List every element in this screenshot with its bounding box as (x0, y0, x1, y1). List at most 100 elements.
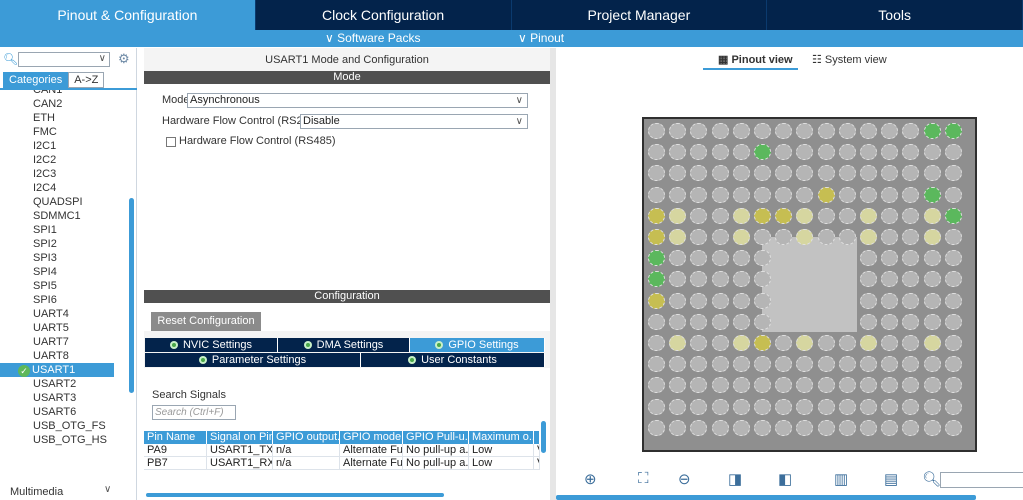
pin[interactable] (754, 207, 771, 224)
pin[interactable] (690, 207, 708, 224)
pin[interactable] (902, 313, 920, 330)
pin[interactable] (881, 250, 899, 267)
sidebar-item-i2c4[interactable]: I2C4 (0, 181, 128, 195)
pin[interactable] (754, 398, 771, 415)
pin[interactable] (690, 144, 708, 161)
pin[interactable] (902, 186, 920, 203)
pin[interactable] (944, 271, 962, 288)
pin[interactable] (796, 229, 814, 245)
pin[interactable] (796, 186, 814, 203)
panel-splitter[interactable] (550, 48, 556, 500)
pin[interactable] (732, 165, 750, 182)
mode-select[interactable]: Asynchronous ∨ (187, 93, 528, 108)
sidebar-item-uart7[interactable]: UART7 (0, 335, 128, 349)
pin[interactable] (944, 356, 962, 373)
sidebar-item-spi6[interactable]: SPI6 (0, 293, 128, 307)
column-header[interactable] (534, 431, 540, 444)
gpio-horizontal-scrollbar[interactable] (146, 493, 444, 497)
pin[interactable] (775, 207, 793, 224)
pin[interactable] (944, 419, 962, 436)
pin-search-input[interactable] (940, 472, 1023, 488)
reset-configuration-button[interactable]: Reset Configuration (151, 312, 261, 331)
pin[interactable] (648, 229, 665, 245)
pin[interactable] (944, 335, 962, 351)
pin[interactable] (923, 419, 941, 436)
pin[interactable] (902, 207, 920, 224)
pin[interactable] (902, 292, 920, 309)
pin[interactable] (754, 186, 771, 203)
sidebar-item-eth[interactable]: ETH (0, 111, 128, 125)
pin[interactable] (669, 229, 687, 245)
pin[interactable] (732, 250, 750, 267)
pin[interactable] (881, 419, 899, 436)
pin[interactable] (817, 207, 835, 224)
pin[interactable] (732, 398, 750, 415)
pin[interactable] (796, 123, 814, 139)
pin[interactable] (902, 123, 920, 139)
pin[interactable] (902, 419, 920, 436)
pin[interactable] (775, 186, 793, 203)
pin[interactable] (944, 250, 962, 267)
pin[interactable] (669, 186, 687, 203)
pin[interactable] (923, 207, 941, 224)
pin[interactable] (902, 335, 920, 351)
pin[interactable] (711, 229, 729, 245)
pin[interactable] (690, 335, 708, 351)
sidebar-item-usb-otg-fs[interactable]: USB_OTG_FS (0, 419, 128, 433)
pin[interactable] (923, 165, 941, 182)
sidebar-item-can1[interactable]: CAN1 (0, 90, 128, 97)
tab-a-z[interactable]: A->Z (68, 72, 105, 88)
pin[interactable] (690, 356, 708, 373)
table-row[interactable]: PB7 USART1_RX n/a Alternate Fu... No pul… (144, 457, 540, 470)
pin[interactable] (690, 313, 708, 330)
pin[interactable] (796, 419, 814, 436)
pin[interactable] (860, 377, 877, 394)
sidebar-item-i2c3[interactable]: I2C3 (0, 167, 128, 181)
pin[interactable] (923, 313, 941, 330)
pin[interactable] (944, 313, 962, 330)
pin[interactable] (923, 186, 941, 203)
sidebar-item-spi3[interactable]: SPI3 (0, 251, 128, 265)
pin[interactable] (796, 335, 814, 351)
pin[interactable] (732, 123, 750, 139)
sidebar-item-uart4[interactable]: UART4 (0, 307, 128, 321)
pin[interactable] (711, 335, 729, 351)
pin[interactable] (669, 335, 687, 351)
pin[interactable] (732, 377, 750, 394)
flip-horizontal-icon[interactable]: ▤ (884, 471, 899, 488)
pin[interactable] (817, 356, 835, 373)
pin[interactable] (669, 250, 687, 267)
pin[interactable] (732, 292, 750, 309)
pin[interactable] (860, 207, 877, 224)
pin[interactable] (669, 292, 687, 309)
pin[interactable] (669, 165, 687, 182)
pin[interactable] (944, 207, 962, 224)
pin[interactable] (923, 229, 941, 245)
pin[interactable] (690, 292, 708, 309)
pin[interactable] (817, 377, 835, 394)
sidebar-item-uart8[interactable]: UART8 (0, 349, 128, 363)
tab-nvic-settings[interactable]: NVIC Settings (145, 338, 278, 352)
pin[interactable] (838, 186, 856, 203)
pin[interactable] (860, 398, 877, 415)
pin[interactable] (690, 398, 708, 415)
sidebar-item-fmc[interactable]: FMC (0, 125, 128, 139)
pin[interactable] (754, 419, 771, 436)
search-icon[interactable]: 🔍︎ (922, 471, 942, 488)
pin[interactable] (881, 144, 899, 161)
sidebar-item-usb-otg-hs[interactable]: USB_OTG_HS (0, 433, 128, 447)
pin[interactable] (944, 292, 962, 309)
pin[interactable] (881, 292, 899, 309)
column-header[interactable]: GPIO output... (273, 431, 340, 444)
tab-categories[interactable]: Categories (3, 72, 69, 88)
pin[interactable] (817, 419, 835, 436)
pin[interactable] (690, 377, 708, 394)
pin[interactable] (754, 165, 771, 182)
pin[interactable] (669, 123, 687, 139)
sidebar-item-usart1[interactable]: ✓ USART1 (0, 363, 114, 377)
pin[interactable] (838, 377, 856, 394)
zoom-out-icon[interactable]: ⊖ (678, 471, 691, 488)
pin[interactable] (881, 356, 899, 373)
pin[interactable] (923, 377, 941, 394)
pin[interactable] (838, 144, 856, 161)
